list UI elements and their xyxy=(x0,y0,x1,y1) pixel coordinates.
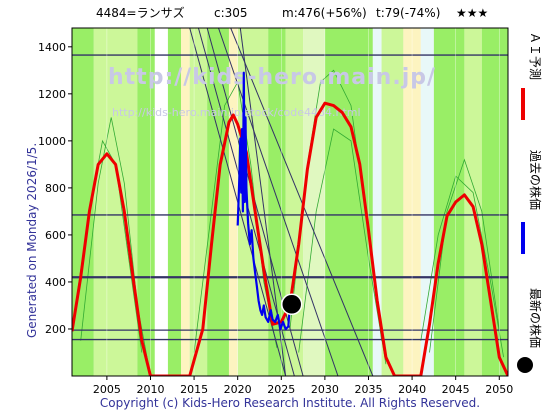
y-tick-label: 200 xyxy=(45,323,66,336)
background-band xyxy=(228,28,238,376)
y-tick-label: 400 xyxy=(45,276,66,289)
copyright-footer: Copyright (c) Kids-Hero Research Institu… xyxy=(100,396,480,410)
past-price-line xyxy=(236,71,292,331)
background-band xyxy=(167,28,181,376)
x-tick-label: 2010 xyxy=(136,383,164,396)
x-axis-ticks: 2005 2010 2015 2020 2025 2030 2035 2040 2045 2050 xyxy=(93,376,513,396)
generated-date-label: Generated on Monday 2026/1/5. xyxy=(25,143,39,338)
x-grid xyxy=(106,28,500,376)
rating-stars: ★★★ xyxy=(456,6,488,20)
background-band xyxy=(433,28,465,376)
max-price-label: m:476(+56%) xyxy=(282,6,367,20)
background-band xyxy=(285,28,304,376)
background-band xyxy=(481,28,508,376)
green-trend-line xyxy=(420,175,504,358)
background-band xyxy=(420,28,434,376)
x-tick-label: 2015 xyxy=(180,383,208,396)
latest-price-marker xyxy=(280,293,303,316)
watermark-url-small: http://kids-hero.main.jp/stock/code4484.… xyxy=(112,106,361,119)
background-band xyxy=(381,28,404,376)
diagonal-trend-line xyxy=(218,28,339,376)
background-band xyxy=(372,28,382,376)
stock-code-name: 4484=ランサズ xyxy=(96,5,185,20)
legend-past-price-swatch xyxy=(521,222,525,254)
y-tick-label: 600 xyxy=(45,229,66,242)
x-tick-label: 2040 xyxy=(398,383,426,396)
legend-ai-forecast-swatch xyxy=(521,88,525,120)
background-band xyxy=(93,28,138,376)
background-band xyxy=(154,28,168,376)
x-tick-label: 2035 xyxy=(354,383,382,396)
background-band xyxy=(464,28,482,376)
legend-past-price-label: 過去の株価 xyxy=(528,150,543,210)
x-tick-label: 2025 xyxy=(267,383,295,396)
diagonal-trend-line xyxy=(230,28,374,376)
x-tick-label: 2005 xyxy=(93,383,121,396)
y-tick-label: 1200 xyxy=(38,88,66,101)
y-tick-label: 800 xyxy=(45,182,66,195)
legend-latest-price-dot xyxy=(517,357,533,373)
green-trend-line xyxy=(298,128,387,365)
green-trend-line xyxy=(429,158,500,353)
current-price-label: c:305 xyxy=(214,6,248,20)
y-tick-label: 1000 xyxy=(38,135,66,148)
x-tick-label: 2030 xyxy=(311,383,339,396)
legend-latest-price-label: 最新の株価 xyxy=(528,288,543,348)
plot-frame xyxy=(71,27,509,377)
target-price-label: t:79(-74%) xyxy=(376,6,440,20)
y-tick-label: 1400 xyxy=(38,41,66,54)
watermark-url: http://kids-hero.main.jp/ xyxy=(108,65,436,90)
y-axis-ticks: 200 400 600 800 1000 1200 1400 xyxy=(38,41,72,336)
x-tick-label: 2050 xyxy=(485,383,513,396)
background-band xyxy=(181,28,190,376)
legend-ai-forecast-label: ＡＩ予測 xyxy=(528,32,542,80)
x-tick-label: 2020 xyxy=(224,383,252,396)
legend: ＡＩ予測 過去の株価 最新の株価 xyxy=(517,32,543,373)
x-tick-label: 2045 xyxy=(442,383,470,396)
